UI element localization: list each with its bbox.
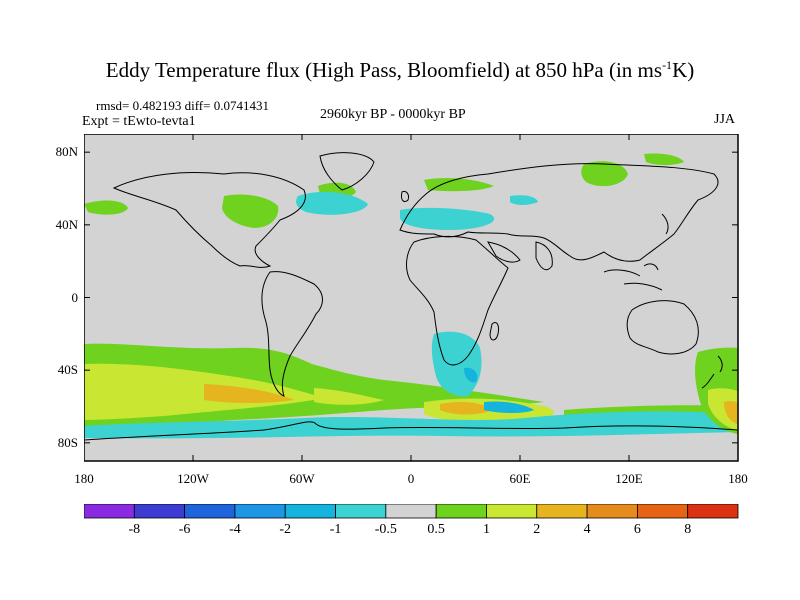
colorbar-label: 1 — [482, 522, 490, 537]
coast-british-isles — [401, 191, 409, 203]
period-label: 2960kyr BP - 0000kyr BP — [320, 107, 466, 122]
shade-blue-south-africa — [464, 367, 478, 383]
coast-greenland — [319, 152, 375, 191]
colorbar-swatch — [84, 504, 135, 519]
colorbar-label: -4 — [229, 522, 241, 537]
colorbar-swatch — [385, 504, 437, 519]
coast-eurasia — [399, 163, 719, 262]
lon-tick-label: 0 — [407, 471, 415, 486]
lat-tick-label: 40S — [57, 362, 78, 378]
coast-maritime-continent — [603, 263, 663, 291]
plot-title: Eddy Temperature flux (High Pass, Bloomf… — [105, 58, 695, 82]
lon-tick-label: 180 — [74, 471, 94, 486]
shade-cyan-central-asia — [510, 195, 538, 205]
shade-green-east-siberia — [644, 153, 684, 165]
colorbar-label: -8 — [128, 522, 141, 537]
lon-tick-label: 60E — [509, 471, 531, 486]
shade-orange-south-atlantic — [440, 402, 494, 415]
coast-australia — [626, 300, 699, 355]
colorbar-label: 2 — [533, 522, 541, 537]
shade-cyan-mediterranean — [400, 207, 495, 230]
lon-tick-label: 180 — [728, 471, 748, 486]
shade-orange-south-pacific — [204, 384, 294, 403]
shade-blue-southern-ocean — [484, 401, 534, 413]
lon-tick-label: 120W — [177, 471, 209, 486]
lat-tick-label: 0 — [71, 289, 79, 305]
experiment-label: Expt = tEwto-tevta1 — [82, 114, 196, 129]
lon-tick-label: 120E — [615, 471, 643, 486]
colorbar-label: -0.5 — [374, 522, 397, 537]
lon-tick-label: 60W — [289, 471, 315, 486]
colorbar-swatch — [133, 504, 186, 519]
coast-antarctica — [84, 421, 739, 441]
colorbar-label: -1 — [329, 522, 342, 537]
coast-north-america — [112, 172, 306, 268]
colorbar-swatch — [636, 504, 689, 519]
shade-green-north-europe — [424, 178, 494, 192]
coast-africa — [406, 235, 509, 366]
coast-madagascar — [489, 321, 499, 341]
shade-cyan-north-atlantic — [296, 191, 368, 215]
colorbar-swatch — [536, 504, 588, 519]
coast-japan — [661, 213, 669, 235]
colorbar-swatch — [184, 504, 236, 519]
coast-south-asia — [487, 241, 553, 271]
anomaly-shading — [84, 153, 738, 439]
season-label: JJA — [714, 112, 736, 127]
colorbar-swatch — [486, 504, 538, 519]
world-map — [84, 134, 739, 462]
coastlines — [84, 152, 739, 441]
shade-green-siberia — [581, 161, 628, 187]
colorbar-label: -2 — [279, 522, 292, 537]
shade-green-north-america — [222, 194, 279, 228]
colorbar-label: 8 — [684, 522, 692, 537]
colorbar-swatch — [435, 504, 487, 519]
rmsd-diff-stats: rmsd= 0.482193 diff= 0.0741431 — [96, 98, 269, 113]
shade-cyan-antarctic-coast — [84, 411, 738, 439]
shade-green-north-pacific — [84, 200, 128, 215]
colorbar-label: 0.5 — [427, 522, 445, 537]
axis-ticks — [84, 134, 739, 461]
coast-south-america — [261, 271, 323, 397]
colorbar-swatch — [234, 504, 286, 519]
colorbar-label: 6 — [633, 522, 641, 537]
colorbar-swatch — [687, 504, 739, 519]
colorbar-label: 4 — [583, 522, 591, 537]
colorbar — [84, 504, 739, 519]
lat-tick-label: 40N — [55, 216, 78, 232]
lat-tick-label: 80S — [57, 434, 78, 450]
lat-tick-label: 80N — [55, 144, 78, 160]
colorbar-label: -6 — [178, 522, 191, 537]
colorbar-swatch — [586, 504, 638, 519]
shade-yellow-drake — [314, 388, 384, 405]
coast-new-zealand — [701, 355, 723, 389]
colorbar-swatch — [335, 504, 387, 519]
shade-orange-tasman — [724, 401, 738, 424]
colorbar-swatch — [284, 504, 336, 519]
